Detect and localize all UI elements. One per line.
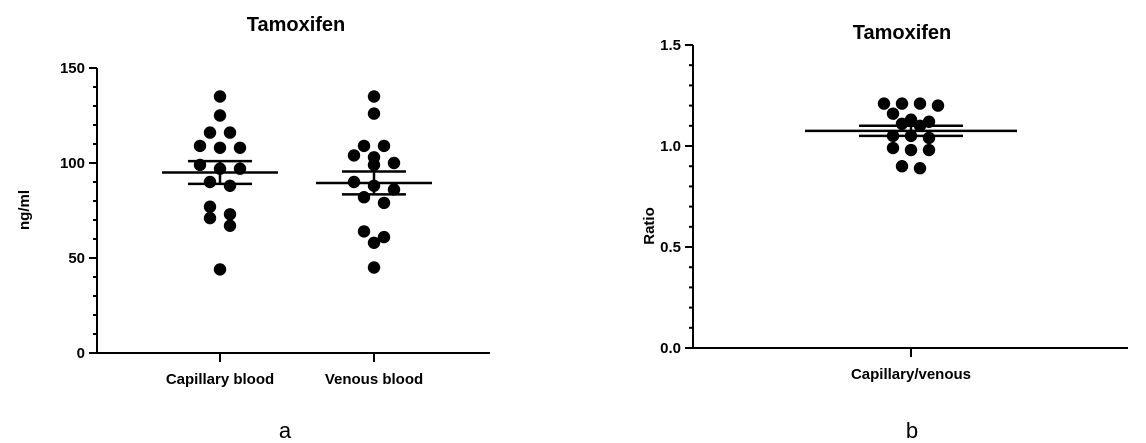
panel-a-data-point: [357, 139, 371, 153]
panel-a-data-point: [233, 141, 247, 154]
panel-a-data-point: [367, 236, 381, 249]
panel-a-data-point: [367, 90, 381, 103]
panel-a-data-point: [193, 139, 207, 153]
panel-b-data-point: [913, 162, 927, 175]
panel-b-x-tick-label: Capillary/venous: [851, 366, 971, 383]
panel-a-y-axis-label: ng/ml: [16, 190, 33, 230]
panel-a-data-point: [213, 90, 227, 103]
panel-a-data-point: [213, 109, 227, 122]
panel-b-data-point: [922, 143, 936, 157]
panel-b-data-point: [931, 99, 945, 112]
panel-a-y-tick-label: 50: [68, 250, 85, 267]
panel-b-title: Tamoxifen: [853, 22, 952, 44]
panel-b-y-tick-label: 1.0: [660, 138, 681, 155]
panel-b-data-point: [904, 143, 918, 157]
panel-a-data-point: [377, 230, 391, 244]
panel-a-data-point: [347, 149, 361, 162]
panel-a-data-point: [357, 225, 371, 238]
panel-b-data-point: [913, 97, 927, 110]
panel-a-y-tick-label: 100: [60, 155, 85, 172]
panel-b-y-axis-label: Ratio: [641, 207, 658, 245]
panel-a-label: a: [279, 418, 292, 443]
panel-a-data-point: [203, 175, 217, 189]
panel-a-data-point: [367, 261, 381, 274]
panel-a-data-point: [223, 179, 237, 192]
panel-a: Tamoxifen ng/ml a 0 50 100 150 Capillary blo…: [16, 14, 490, 443]
panel-b-data-point: [886, 107, 900, 120]
panel-a-data-point: [203, 126, 217, 139]
panel-a-data-point: [367, 107, 381, 120]
panel-a-data-point: [387, 156, 401, 170]
panel-b-data-point: [922, 131, 936, 145]
panel-a-data-point: [223, 126, 237, 139]
panel-a-data-point: [223, 219, 237, 232]
panel-b-label: b: [906, 418, 918, 443]
panel-a-title: Tamoxifen: [247, 14, 346, 36]
panel-b-data-point: [886, 141, 900, 155]
panel-a-data-point: [367, 158, 381, 172]
panel-a-data-point: [223, 208, 237, 221]
panel-a-data-point: [377, 196, 391, 210]
panel-b-y-tick-label: 1.5: [660, 37, 681, 54]
panel-b-data-point: [904, 113, 918, 126]
panel-b-y-tick-label: 0.0: [660, 340, 681, 357]
panel-b-data-point: [895, 97, 909, 110]
panel-a-x-tick-label: Capillary blood: [166, 371, 274, 388]
panel-a-y-tick-label: 150: [60, 60, 85, 77]
panel-a-data-point: [213, 141, 227, 154]
panel-a-data-point: [377, 139, 391, 153]
panel-a-data-point: [213, 263, 227, 276]
panel-b-y-tick-label: 0.5: [660, 239, 681, 256]
panel-a-y-tick-label: 0: [77, 345, 85, 362]
panel-a-data-point: [387, 183, 401, 196]
panel-a-data-point: [357, 191, 371, 204]
panel-a-data-point: [203, 211, 217, 225]
panel-b-data-point: [895, 160, 909, 173]
panel-b-data-point: [877, 97, 891, 110]
panel-b: Tamoxifen Ratio b 0.0 0.5 1.0 1.5 Capillary/…: [641, 22, 1128, 443]
panel-a-data-point: [203, 200, 217, 213]
panel-a-x-tick-label: Venous blood: [325, 371, 423, 388]
